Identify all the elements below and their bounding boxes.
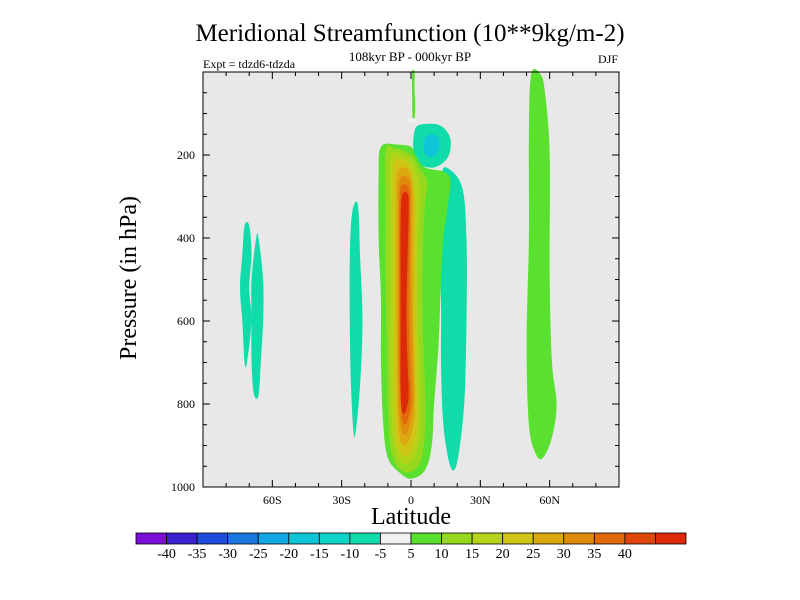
colorbar-label: -30 bbox=[218, 547, 237, 562]
colorbar-label: 30 bbox=[557, 547, 571, 562]
contour-nh-subtropical-negative bbox=[438, 167, 467, 471]
contour-equatorial-upper-filament bbox=[411, 69, 416, 121]
colorbar-swatch bbox=[502, 532, 534, 545]
colorbar-swatch bbox=[257, 532, 290, 545]
colorbar-swatch bbox=[410, 532, 442, 545]
x-tick-label: 0 bbox=[408, 493, 414, 507]
experiment-label: Expt = tdzd6-tdzda bbox=[203, 57, 296, 71]
contour-sh-midlat-negative bbox=[251, 232, 264, 399]
colorbar-swatch bbox=[441, 532, 473, 545]
colorbar-label: 20 bbox=[496, 547, 510, 562]
colorbar-swatch bbox=[593, 532, 626, 545]
colorbar-swatch bbox=[318, 532, 351, 545]
colorbar-swatch bbox=[655, 532, 687, 545]
x-tick-label: 60S bbox=[263, 493, 282, 507]
colorbar-swatch bbox=[288, 532, 320, 545]
plot-area: 60S 30S 0 30N 60N 200 400 600 800 1000 bbox=[171, 68, 620, 507]
chart-title: Meridional Streamfunction (10**9kg/m-2) bbox=[195, 20, 624, 47]
season-label: DJF bbox=[598, 52, 618, 66]
x-tick-label: 30N bbox=[470, 493, 491, 507]
contour-equatorial-white-gap bbox=[406, 118, 417, 123]
colorbar-label: -25 bbox=[249, 547, 268, 562]
colorbar-swatch bbox=[166, 532, 198, 545]
chart-subtitle: 108kyr BP - 000kyr BP bbox=[349, 49, 471, 64]
x-tick-label: 60N bbox=[539, 493, 560, 507]
colorbar-swatch bbox=[563, 532, 595, 545]
colorbar-label: -15 bbox=[310, 547, 329, 562]
axis-ticks: 60S 30S 0 30N 60N 200 400 600 800 1000 bbox=[171, 72, 619, 507]
contour-main-cell-core bbox=[400, 191, 409, 414]
y-tick-label: 800 bbox=[177, 397, 195, 411]
colorbar-label: -40 bbox=[157, 547, 176, 562]
colorbar-label: -20 bbox=[279, 547, 298, 562]
colorbar-swatch bbox=[227, 532, 259, 545]
colorbar-label: 10 bbox=[435, 547, 449, 562]
contour-nh-polar-positive bbox=[526, 68, 557, 460]
colorbar-label: -35 bbox=[188, 547, 207, 562]
colorbar-swatch bbox=[380, 532, 412, 545]
colorbar-label: -5 bbox=[375, 547, 387, 562]
colorbar-swatch bbox=[196, 532, 229, 545]
x-axis-title: Latitude bbox=[371, 504, 451, 530]
colorbar-label: 35 bbox=[587, 547, 601, 562]
contour-sh-tropical-negative bbox=[349, 201, 363, 438]
contour-sh-subtropical-negative bbox=[240, 221, 252, 368]
y-tick-label: 400 bbox=[177, 231, 195, 245]
colorbar-label: 15 bbox=[465, 547, 479, 562]
colorbar-label: 25 bbox=[526, 547, 540, 562]
colorbar-swatch bbox=[532, 532, 565, 545]
colorbar-swatch bbox=[471, 532, 504, 545]
x-tick-label: 30S bbox=[332, 493, 351, 507]
y-tick-label: 600 bbox=[177, 314, 195, 328]
colorbar-swatch bbox=[624, 532, 656, 545]
y-tick-label: 1000 bbox=[171, 480, 195, 494]
colorbar-swatch bbox=[135, 532, 167, 545]
contour-regions bbox=[240, 68, 557, 479]
y-tick-label: 200 bbox=[177, 148, 195, 162]
y-axis-title: Pressure (in hPa) bbox=[116, 196, 142, 360]
colorbar: -40 -35 -30 -25 -20 -15 -10 -5 5 10 15 20 25 30 35 40 bbox=[135, 532, 687, 562]
colorbar-label: -10 bbox=[341, 547, 360, 562]
colorbar-label: 5 bbox=[408, 547, 415, 562]
contour-upper-negative-core bbox=[424, 134, 440, 158]
colorbar-swatch bbox=[349, 532, 381, 545]
colorbar-label: 40 bbox=[618, 547, 632, 562]
